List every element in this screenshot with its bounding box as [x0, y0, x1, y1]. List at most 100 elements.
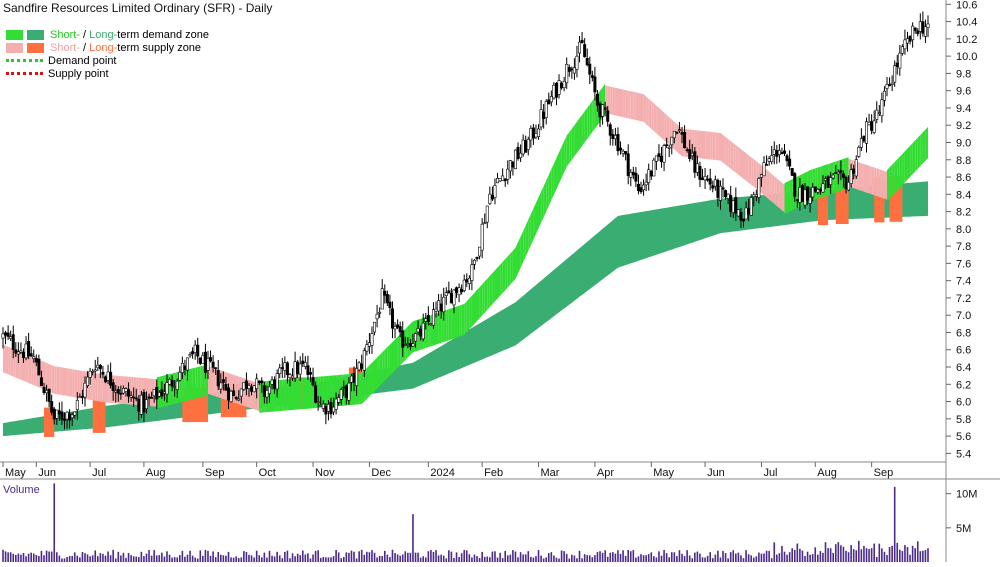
volume-tick-label: 5M [956, 523, 971, 535]
candle-body [288, 374, 292, 379]
candle-body [75, 399, 79, 410]
short-term-supply-zone [746, 153, 749, 183]
short-term-demand-zone [530, 208, 534, 246]
volume-bar [458, 557, 460, 562]
candle-body [380, 288, 384, 310]
candle-body [334, 398, 338, 410]
volume-bar [735, 553, 737, 562]
volume-bar [253, 557, 255, 562]
candle-body [114, 390, 118, 393]
volume-bar [852, 549, 855, 562]
volume-bar [524, 554, 527, 562]
candle-body [219, 382, 223, 390]
candle-body [585, 57, 589, 66]
short-term-supply-zone [256, 382, 260, 412]
volume-bar [84, 553, 86, 562]
short-term-demand-zone [369, 362, 372, 397]
short-term-demand-zone [377, 354, 380, 389]
volume-bar [817, 554, 819, 562]
candle-body [291, 375, 295, 379]
short-term-supply-zone [664, 112, 667, 143]
long-term-supply-zone [817, 181, 829, 226]
short-term-supply-zone [653, 103, 657, 134]
short-term-supply-zone [869, 165, 872, 195]
candle-body [142, 392, 146, 413]
volume-bar [586, 555, 589, 562]
candle-body [554, 83, 558, 98]
candle-body [906, 38, 910, 44]
short-term-demand-zone [571, 125, 575, 160]
candle-body [595, 93, 599, 106]
volume-bar [202, 555, 204, 562]
chart-title: Sandfire Resources Limited Ordinary (SFR… [3, 1, 273, 15]
volume-bar [801, 550, 804, 562]
short-term-demand-zone [474, 289, 477, 324]
candle-body [103, 376, 107, 383]
candle-body [854, 159, 858, 177]
volume-bar [412, 514, 414, 562]
volume-bar [822, 552, 824, 562]
candle-body [83, 382, 87, 398]
short-term-demand-zone [436, 312, 439, 345]
x-tick-label: Jul [763, 467, 777, 479]
short-term-demand-zone [787, 180, 790, 213]
short-demand-swatch [6, 29, 23, 40]
candle-body [47, 388, 51, 402]
volume-bar [781, 545, 783, 562]
volume-bar [391, 549, 394, 562]
volume-bar [588, 555, 591, 562]
candle-body [134, 397, 138, 400]
x-tick-label: Jun [38, 467, 56, 479]
volume-bar [166, 551, 168, 562]
candle-body [4, 332, 8, 336]
short-term-demand-zone [559, 146, 562, 184]
candle-body [96, 364, 100, 368]
volume-bar [360, 549, 363, 562]
candle-body [785, 155, 789, 162]
y-tick-label: 5.8 [956, 414, 971, 426]
candle-body [452, 289, 456, 306]
short-term-supply-zone [866, 164, 870, 194]
volume-bar [117, 551, 120, 562]
candle-body [373, 321, 377, 333]
short-term-supply-zone [620, 88, 624, 118]
volume-bar [371, 550, 373, 562]
short-term-demand-zone [441, 310, 444, 343]
candle-body [234, 396, 238, 399]
volume-bar [358, 551, 360, 562]
candle-body [662, 145, 666, 163]
volume-bar [79, 557, 81, 562]
legend-demand-point: Demand point [6, 54, 209, 67]
candle-body [721, 187, 725, 190]
candle-body [255, 378, 259, 389]
volume-bar [878, 543, 881, 562]
x-tick-label: 2024 [430, 467, 454, 479]
candle-body [398, 326, 402, 333]
short-term-demand-zone [282, 379, 285, 411]
volume-bar [158, 555, 161, 562]
short-term-supply-zone [884, 171, 887, 200]
short-term-demand-zone [259, 381, 262, 413]
volume-bar [906, 547, 909, 562]
short-term-demand-zone [471, 292, 475, 327]
short-term-supply-zone [676, 124, 680, 154]
volume-bar [235, 556, 237, 562]
candle-body [772, 149, 776, 155]
volume-bar [919, 551, 922, 562]
candle-body [836, 171, 840, 175]
volume-bar [686, 550, 688, 562]
volume-bar [366, 551, 368, 562]
volume-bar [573, 555, 576, 562]
candle-body [396, 324, 400, 328]
candle-body [316, 401, 320, 404]
candle-body [475, 257, 479, 259]
candle-body [273, 379, 277, 390]
short-term-supply-zone [607, 86, 611, 115]
short-term-supply-zone [628, 90, 631, 119]
candle-body [216, 370, 220, 387]
candle-body [132, 396, 136, 399]
volume-bar [683, 556, 686, 562]
volume-bar [245, 551, 248, 562]
volume-bar [875, 556, 878, 562]
